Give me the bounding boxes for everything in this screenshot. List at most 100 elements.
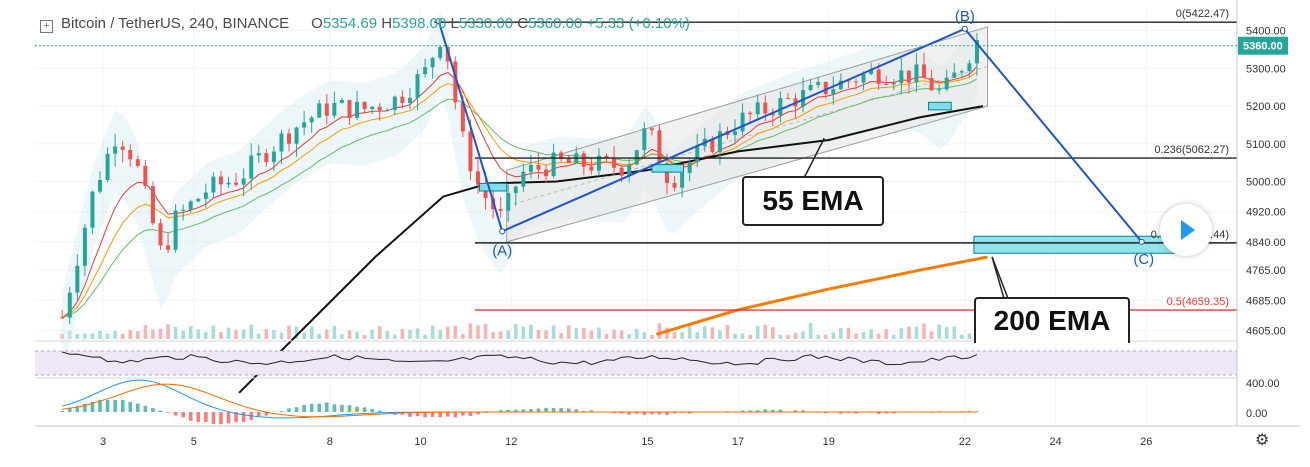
macd-hist-bar [763,409,768,412]
candle-body [627,164,632,176]
candle-body [287,133,292,144]
volume-bar [907,326,911,339]
candle-body [498,209,503,211]
macd-hist-bar [83,403,87,412]
macd-hist-bar [672,412,677,414]
volume-bar [491,332,495,339]
macd-hist-bar [173,412,178,416]
volume-bar [559,332,563,339]
candle-body [785,98,790,100]
candle-body [271,151,276,163]
play-button[interactable] [1160,204,1212,256]
candle-body [241,178,246,185]
macd-hist-bar [408,412,412,417]
volume-bar [899,328,904,339]
volume-bar [347,330,352,339]
volume-bar [831,332,836,339]
macd-hist-bar [536,408,541,412]
volume-bar [226,327,231,339]
candle-body [596,155,601,171]
rsi-band [35,351,1237,375]
volume-bar [702,326,707,339]
abc-pattern: (A) (B) (C) [435,8,1154,268]
volume-bar [317,333,322,339]
candle-body [332,103,337,116]
ema-fast [61,66,978,319]
x-tick-label: 8 [327,436,333,448]
ema200-leader [991,256,1007,305]
volume-bar [816,334,820,339]
volume-bar [211,325,216,339]
volume-bar [914,326,919,339]
volume-bar [748,334,752,339]
candle-body [551,152,556,177]
macd-hist-bar [256,412,261,417]
low-value: 5330.00 [458,15,514,32]
volume-bar [506,330,511,339]
candle-body [196,198,201,202]
volume-bar [143,325,148,339]
macd-hist-bar [612,412,616,414]
candle-body [82,227,87,266]
macd-hist-bar [506,409,511,412]
candle-body [763,102,768,114]
macd-hist-bar [287,408,291,412]
candle-body [370,106,375,110]
abc-label: (B) [955,8,975,25]
macd-hist-bar [75,406,80,412]
candle-body [60,317,65,319]
volume-bar [823,334,828,339]
fib-label: 0.236(5062.27) [1154,144,1229,156]
x-tick-label: 24 [1049,436,1061,448]
expand-icon[interactable]: + [40,20,53,33]
chart-legend: + Bitcoin / TetherUS, 240, BINANCE O5354.6… [40,15,690,33]
volume-bar [846,327,851,339]
ema200-label: 200 EMA [993,305,1111,336]
macd-hist-bar [521,409,526,412]
candle-body [536,165,541,170]
macd-hist-bar [642,412,647,415]
macd-hist-bar [566,408,571,412]
macd-hist-bar [67,407,72,412]
macd-hist-bar [423,412,427,418]
macd-hist-bar [181,412,185,418]
volume-bar [453,325,458,339]
ema-mid [61,71,978,319]
candle-body [453,61,458,103]
volume-bar [468,323,473,339]
candle-body [619,167,624,176]
candle-body [906,70,911,83]
candle-body [67,292,72,318]
x-tick-label: 12 [505,436,517,448]
volume-bar [362,334,367,339]
volume-bar [771,327,775,339]
volume-bar [113,331,117,339]
candle-body [717,131,722,152]
candle-body [581,153,586,167]
abc-label: (A) [492,242,512,259]
volume-bar [241,329,246,339]
macd-hist-bar [309,403,314,412]
volume-bar [105,333,110,339]
candle-body [173,210,178,250]
candle-body [559,152,564,159]
support-zone [928,101,952,111]
x-tick-label: 22 [959,436,971,448]
close-value: 5360.00 [528,15,583,32]
candle-body [438,46,443,59]
candle-body [468,131,473,172]
candle-body [128,149,133,160]
macd-hist-bar [801,410,805,412]
y-tick-label: 5400.00 [1246,26,1286,38]
y-tick-label: 5200.00 [1246,101,1286,113]
candle-body [203,192,208,199]
volume-bar [854,333,858,339]
ema55-leader [805,137,825,175]
gear-icon[interactable]: ⚙ [1255,432,1270,449]
volume-bar [136,331,140,339]
candle-body [294,127,299,144]
candle-body [695,146,700,163]
macd-hist-bar [476,412,480,415]
macd-hist-bar [627,412,631,415]
